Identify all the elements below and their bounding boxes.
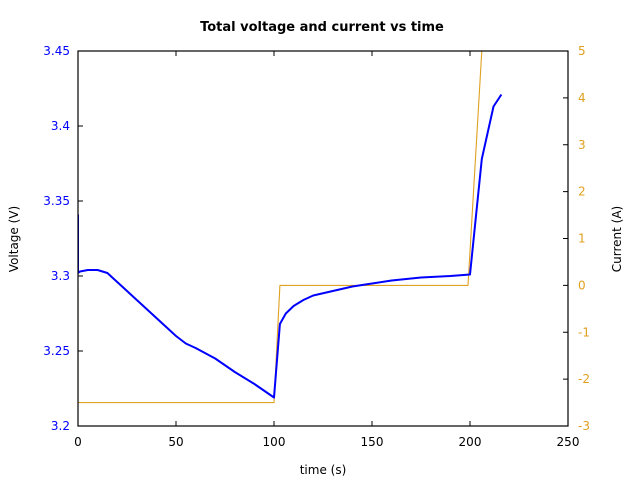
- x-axis: 0 50 100 150 200 250: [74, 51, 579, 449]
- y-axis-current: -3 -2 -1 0 1 2 3 4 5: [563, 44, 590, 433]
- chart-title: Total voltage and current vs time: [200, 20, 444, 35]
- voltage-series-line: [78, 93, 503, 399]
- y2-axis-label: Current (A): [610, 206, 624, 272]
- x-tick-label: 200: [459, 435, 482, 449]
- current-series-line: [78, 51, 483, 404]
- y-tick-label: 3.25: [43, 344, 70, 358]
- y2-tick-label: 1: [578, 232, 586, 246]
- y-axis-voltage: 3.2 3.25 3.3 3.35 3.4 3.45: [43, 44, 83, 433]
- y-tick-label: 3.2: [51, 419, 70, 433]
- y-tick-label: 3.45: [43, 44, 70, 58]
- x-tick-label: 50: [168, 435, 183, 449]
- y-tick-label: 3.4: [51, 119, 70, 133]
- plot-frame: [77, 50, 569, 427]
- y2-tick-label: 4: [578, 91, 586, 105]
- x-tick-label: 250: [557, 435, 580, 449]
- x-tick-label: 0: [74, 435, 82, 449]
- x-axis-label: time (s): [300, 463, 347, 477]
- y2-tick-label: 2: [578, 185, 586, 199]
- y-axis-label: Voltage (V): [7, 206, 21, 272]
- y2-tick-label: 3: [578, 138, 586, 152]
- y2-tick-label: -1: [578, 325, 590, 339]
- y2-tick-label: -3: [578, 419, 590, 433]
- y2-tick-label: 0: [578, 278, 586, 292]
- y2-tick-label: -2: [578, 372, 590, 386]
- y2-tick-label: 5: [578, 44, 586, 58]
- y-tick-label: 3.35: [43, 194, 70, 208]
- x-tick-label: 100: [263, 435, 286, 449]
- x-tick-label: 150: [361, 435, 384, 449]
- y-tick-label: 3.3: [51, 269, 70, 283]
- plot-lines: [78, 51, 503, 404]
